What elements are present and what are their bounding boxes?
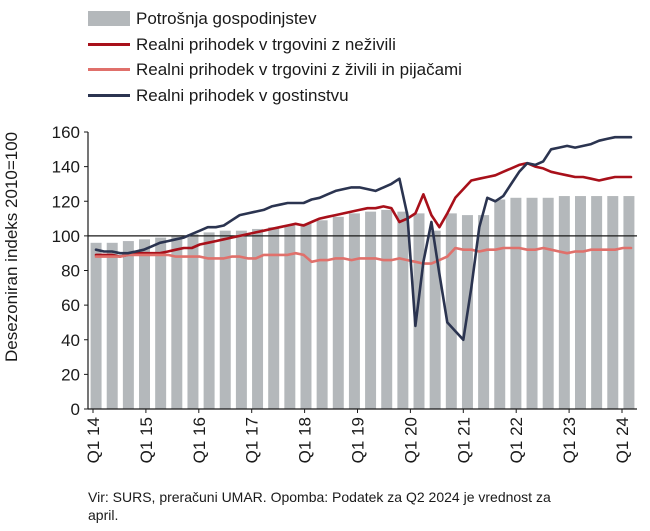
bar: [268, 227, 280, 409]
bar: [203, 232, 215, 409]
x-tick-label: Q1 15: [137, 417, 156, 463]
bar: [413, 213, 425, 409]
x-tick-label: Q1 23: [560, 417, 579, 463]
legend-label: Potrošnja gospodinjstev: [136, 9, 317, 28]
bar: [122, 241, 134, 409]
bar: [235, 230, 247, 409]
legend-item-food: Realni prihodek v trgovini z živili in p…: [88, 57, 462, 83]
bar: [155, 237, 167, 409]
bar: [90, 242, 102, 409]
bar: [348, 213, 360, 409]
legend-label: Realni prihodek v trgovini z živili in p…: [136, 60, 462, 79]
legend-item-non-food: Realni prihodek v trgovini z neživili: [88, 32, 462, 58]
y-tick-label: 20: [61, 365, 80, 384]
bar: [445, 213, 457, 409]
y-tick-label: 100: [52, 227, 80, 246]
legend-item-consumption: Potrošnja gospodinjstev: [88, 6, 462, 32]
bar: [187, 234, 199, 409]
y-tick-label: 120: [52, 192, 80, 211]
legend-label: Realni prihodek v trgovini z neživili: [136, 34, 396, 54]
y-axis-label: Desezoniran indeks 2010=100: [2, 131, 21, 362]
bar: [397, 211, 409, 409]
bar: [494, 199, 506, 409]
y-tick-label: 40: [61, 331, 80, 350]
bar: [607, 196, 619, 409]
bar: [284, 225, 296, 409]
bar: [510, 197, 522, 409]
y-tick-label: 140: [52, 158, 80, 177]
legend-label: Realni prihodek v gostinstvu: [136, 85, 349, 105]
bar: [300, 223, 312, 409]
bar: [139, 239, 151, 409]
y-tick-label: 60: [61, 296, 80, 315]
legend-swatch-bar: [88, 11, 130, 27]
x-tick-label: Q1 21: [454, 417, 473, 463]
y-tick-label: 80: [61, 262, 80, 281]
legend-item-catering: Realni prihodek v gostinstvu: [88, 83, 462, 109]
bar: [429, 230, 441, 409]
legend-swatch-line: [88, 68, 130, 72]
bar: [574, 196, 586, 409]
x-tick-label: Q1 24: [613, 417, 632, 463]
legend-swatch-line: [88, 42, 130, 46]
bar: [478, 215, 490, 409]
y-tick-label: 0: [71, 400, 80, 419]
bar: [381, 209, 393, 409]
series-line: [94, 161, 633, 258]
series-line: [94, 135, 633, 342]
bar: [591, 196, 603, 409]
bar: [558, 196, 570, 409]
series-line: [94, 246, 633, 265]
bar: [316, 220, 328, 409]
legend-swatch-line: [88, 93, 130, 97]
bar: [106, 242, 118, 409]
x-tick-label: Q1 19: [349, 417, 368, 463]
bar: [219, 230, 231, 409]
x-tick-label: Q1 20: [401, 417, 420, 463]
x-tick-label: Q1 17: [243, 417, 262, 463]
bar: [365, 211, 377, 409]
x-tick-label: Q1 16: [190, 417, 209, 463]
x-tick-label: Q1 14: [84, 417, 103, 463]
x-tick-label: Q1 18: [296, 417, 315, 463]
legend: Potrošnja gospodinjstev Realni prihodek …: [88, 6, 462, 108]
bar: [542, 197, 554, 409]
bar: [332, 216, 344, 409]
bar: [623, 196, 635, 409]
y-tick-label: 160: [52, 123, 80, 142]
source-note: Vir: SURS, preračuni UMAR. Opomba: Podat…: [88, 489, 551, 523]
bar: [252, 228, 264, 409]
bar: [171, 235, 183, 409]
x-tick-label: Q1 22: [507, 417, 526, 463]
bar: [526, 197, 538, 409]
